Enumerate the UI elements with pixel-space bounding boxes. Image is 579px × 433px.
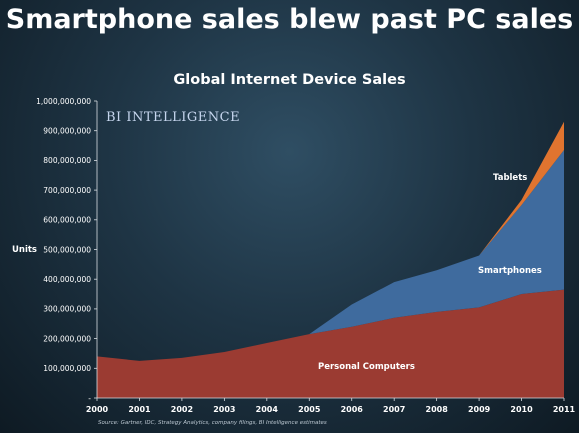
x-tick-label: 2000 [86,405,109,414]
y-tick-label: 1,000,000,000 [36,97,91,106]
y-tick-label: 300,000,000 [43,305,91,314]
chart-axes [94,100,565,401]
x-tick-label: 2002 [171,405,193,414]
area-smartphones [97,150,564,361]
x-tick-label: 2008 [426,405,449,414]
y-tick-labels: - 100,000,000 200,000,000 300,000,000 400,00… [36,97,91,403]
x-tick-label: 2004 [256,405,279,414]
chart-areas [97,121,564,398]
y-tick-label: 700,000,000 [43,186,91,195]
series-label-smartphones: Smartphones [478,266,542,276]
x-tick-label: 2009 [468,405,491,414]
series-label-tablets: Tablets [493,173,527,183]
x-tick-labels: 2000 2001 2002 2003 2004 2005 2006 2007 2008 2009… [86,405,576,414]
y-tick-label: 500,000,000 [43,245,91,254]
x-tick-label: 2010 [510,405,533,414]
brand-watermark: BI INTELLIGENCE [106,110,240,125]
x-tick-label: 2011 [553,405,576,414]
series-label-personal-computers: Personal Computers [318,362,415,372]
x-tick-label: 2005 [298,405,321,414]
y-tick-label: 800,000,000 [43,156,91,165]
y-tick-label: 400,000,000 [43,275,91,284]
x-tick-label: 2007 [383,405,405,414]
y-tick-label: 200,000,000 [43,334,91,343]
x-tick-label: 2006 [341,405,364,414]
y-tick-label: 100,000,000 [43,364,91,373]
y-tick-label: - [88,394,91,403]
area-personal-computers [97,289,564,398]
y-axis-label: Units [12,245,37,255]
headline: Smartphone sales blew past PC sales [5,4,574,35]
x-tick-label: 2001 [128,405,151,414]
chart-title: Global Internet Device Sales [173,72,406,88]
y-tick-label: 900,000,000 [43,127,91,136]
y-tick-label: 600,000,000 [43,216,91,225]
source-note: Source: Gartner, IDC, Strategy Analytics… [98,420,327,426]
x-tick-label: 2003 [213,405,235,414]
